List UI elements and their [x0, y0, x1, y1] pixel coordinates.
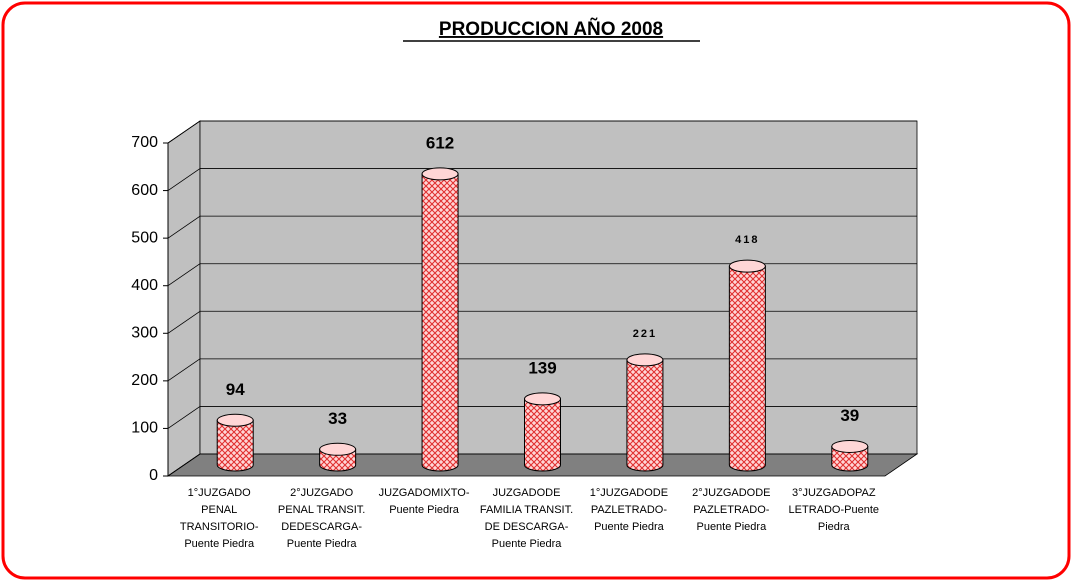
x-tick-label: 2°JUZGADO PENAL TRANSIT. DEDESCARGA-Puen…	[277, 487, 366, 550]
x-tick-label: 3°JUZGADOPAZ LETRADO-Puente Piedra	[788, 487, 880, 533]
x-tick-label: 1°JUZGADO PENAL TRANSITORIO-Puente Piedr…	[179, 487, 259, 550]
bar-top	[319, 442, 357, 456]
y-tick-label: 0	[149, 467, 158, 484]
data-label: 39	[840, 406, 859, 425]
y-tick-label: 300	[131, 325, 158, 342]
bar	[421, 173, 459, 472]
grid-line	[167, 168, 201, 191]
y-tick-label: 600	[131, 182, 158, 199]
data-label: 139	[528, 358, 556, 377]
bar-top	[524, 392, 561, 406]
bar	[524, 398, 561, 472]
bar	[728, 265, 766, 472]
y-tick-label: 100	[131, 420, 158, 437]
y-tick-label: 700	[131, 134, 158, 151]
grid-line	[167, 310, 201, 334]
bar-top	[626, 353, 664, 367]
data-label: 221	[633, 328, 657, 340]
grid-line	[167, 453, 201, 477]
grid-line	[167, 358, 201, 382]
bar-top	[421, 167, 459, 181]
x-tick-label: 1°JUZGADODE PAZLETRADO-Puente Piedra	[589, 487, 669, 533]
data-label: 33	[328, 409, 347, 428]
grid-line	[167, 263, 201, 287]
grid-line	[167, 215, 201, 239]
bar	[216, 419, 254, 472]
bar	[626, 359, 664, 472]
bar-top	[216, 413, 254, 427]
x-tick-label: JUZGADODE FAMILIA TRANSIT. DE DESCARGA-P…	[479, 487, 574, 550]
bar-top	[831, 439, 869, 453]
y-tick-label: 400	[131, 277, 158, 294]
grid-line	[167, 120, 201, 144]
data-label: 94	[226, 380, 245, 399]
bar	[831, 445, 869, 472]
y-tick-label: 500	[131, 229, 158, 246]
y-tick-label: 200	[131, 372, 158, 389]
x-tick-label: JUZGADOMIXTO-Puente Piedra	[378, 487, 470, 516]
x-tick-label: 2°JUZGADODE PAZLETRADO-Puente Piedra	[692, 487, 771, 533]
left-wall	[167, 120, 201, 477]
chart-title: PRODUCCION AÑO 2008	[439, 18, 663, 40]
bar-top	[728, 259, 766, 273]
data-label: 612	[426, 133, 454, 152]
grid-line	[167, 406, 201, 429]
data-label: 418	[735, 234, 759, 246]
